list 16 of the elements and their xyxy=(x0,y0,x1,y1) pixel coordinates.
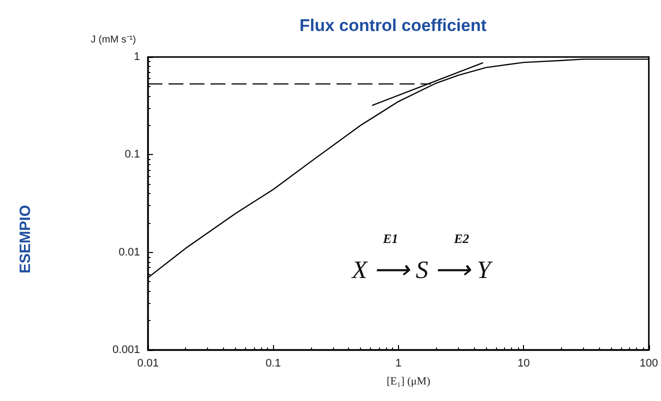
y-tick-label: 0.01 xyxy=(118,246,140,258)
x-axis-title: [E₁] (μM) xyxy=(386,376,431,388)
y-tick-label: 0.001 xyxy=(112,344,140,356)
x-tick-label: 1 xyxy=(395,358,402,370)
y-tick-label: 0.1 xyxy=(124,148,140,161)
x-tick-label: 100 xyxy=(640,358,658,370)
annotation: X ⟶ S ⟶ Y xyxy=(351,257,494,284)
annotation: E2 xyxy=(453,231,470,246)
y-tick-label: 1 xyxy=(134,51,140,63)
annotation: E1 xyxy=(382,231,398,246)
text: ESEMPIO xyxy=(17,204,34,274)
chart-title: Flux control coefficient xyxy=(299,16,487,35)
y-axis-title: J (mM s⁻¹) xyxy=(90,34,136,46)
x-tick-label: 0.01 xyxy=(137,358,159,370)
x-tick-label: 0.1 xyxy=(266,358,281,370)
x-tick-label: 10 xyxy=(517,358,530,370)
